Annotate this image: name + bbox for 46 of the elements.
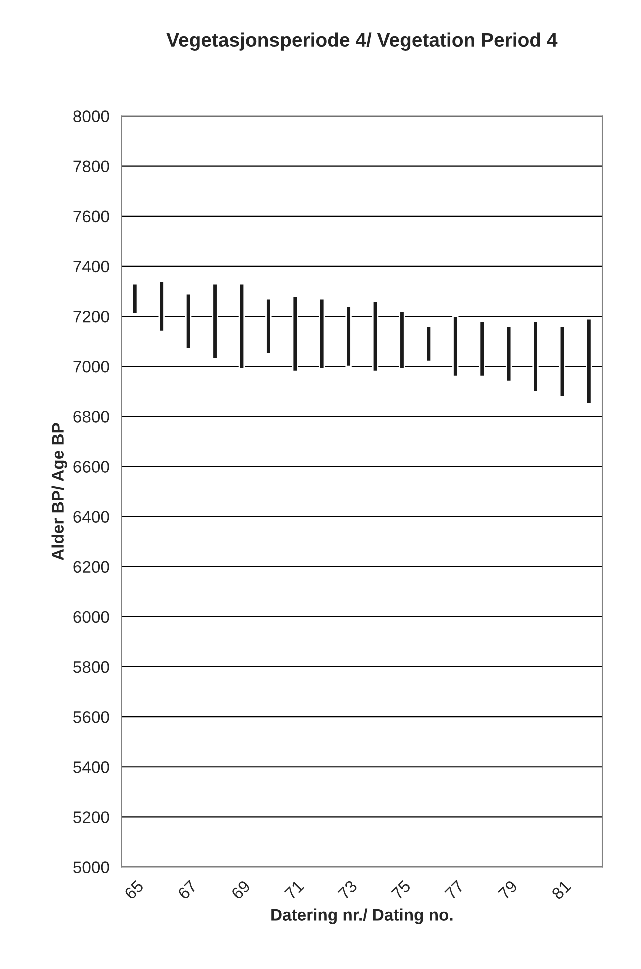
bar — [559, 326, 566, 398]
bar — [426, 326, 432, 362]
y-tick-label: 8000 — [74, 110, 110, 122]
x-tick-label: 79 — [498, 880, 518, 900]
y-tick-label: 7200 — [74, 310, 110, 323]
bar — [319, 298, 326, 370]
y-tick-label: 5400 — [74, 762, 110, 774]
bar — [399, 310, 406, 370]
x-tick-label: 77 — [444, 880, 465, 900]
bar — [238, 283, 246, 370]
y-tick-label: 7600 — [74, 210, 110, 223]
bar — [158, 280, 165, 332]
y-tick-label: 6600 — [74, 461, 110, 473]
bar — [266, 298, 272, 355]
y-tick-label: 7800 — [74, 160, 110, 173]
y-tick-label: 7400 — [74, 260, 110, 273]
y-tick-label: 5800 — [74, 661, 110, 674]
bar — [185, 293, 192, 350]
y-tick-label: 5000 — [74, 862, 110, 874]
y-tick-label: 5200 — [74, 812, 110, 824]
y-tick-label: 5600 — [74, 711, 110, 724]
bar — [212, 283, 218, 360]
x-tick-label: 65 — [124, 880, 144, 900]
x-tick-label: 81 — [551, 880, 572, 900]
x-axis-title: Datering nr./ Dating no. — [272, 908, 453, 924]
bar — [452, 316, 459, 378]
x-tick-label: 71 — [284, 880, 304, 900]
bar — [132, 283, 138, 315]
y-axis-title: Alder BP/ Age BP — [52, 423, 68, 560]
x-tick-label: 69 — [230, 880, 252, 900]
x-tick-label: 67 — [177, 880, 198, 900]
bar — [586, 318, 592, 405]
bar — [292, 296, 298, 372]
chart-title: Vegetasjonsperiode 4/ Vegetation Period 4 — [166, 32, 558, 51]
y-tick-label: 6000 — [74, 611, 110, 624]
bar — [506, 326, 512, 382]
y-tick-label: 6800 — [74, 411, 110, 423]
bar — [372, 300, 379, 372]
y-tick-label: 7000 — [74, 361, 110, 373]
bar — [532, 320, 539, 392]
y-tick-label: 6200 — [74, 561, 110, 574]
y-tick-label: 6400 — [74, 511, 110, 524]
bar — [479, 320, 486, 378]
x-tick-label: 75 — [391, 880, 412, 900]
x-tick-label: 73 — [338, 880, 358, 900]
bar — [346, 306, 352, 368]
